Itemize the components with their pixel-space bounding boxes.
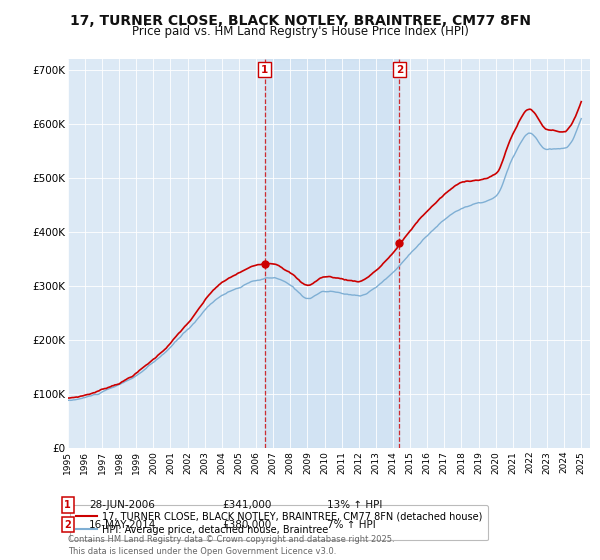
- Text: 2: 2: [395, 64, 403, 74]
- Text: 28-JUN-2006: 28-JUN-2006: [89, 500, 155, 510]
- Text: £380,000: £380,000: [222, 520, 271, 530]
- Text: 1: 1: [261, 64, 268, 74]
- Text: £341,000: £341,000: [222, 500, 271, 510]
- Text: Price paid vs. HM Land Registry's House Price Index (HPI): Price paid vs. HM Land Registry's House …: [131, 25, 469, 38]
- Text: 1: 1: [64, 500, 71, 510]
- Text: 7% ↑ HPI: 7% ↑ HPI: [327, 520, 376, 530]
- Text: 16-MAY-2014: 16-MAY-2014: [89, 520, 156, 530]
- Text: 13% ↑ HPI: 13% ↑ HPI: [327, 500, 382, 510]
- Legend: 17, TURNER CLOSE, BLACK NOTLEY, BRAINTREE, CM77 8FN (detached house), HPI: Avera: 17, TURNER CLOSE, BLACK NOTLEY, BRAINTRE…: [70, 506, 488, 540]
- Text: Contains HM Land Registry data © Crown copyright and database right 2025.
This d: Contains HM Land Registry data © Crown c…: [68, 535, 394, 556]
- Text: 17, TURNER CLOSE, BLACK NOTLEY, BRAINTREE, CM77 8FN: 17, TURNER CLOSE, BLACK NOTLEY, BRAINTRE…: [70, 14, 530, 28]
- Bar: [265, 59, 400, 448]
- Text: 2: 2: [64, 520, 71, 530]
